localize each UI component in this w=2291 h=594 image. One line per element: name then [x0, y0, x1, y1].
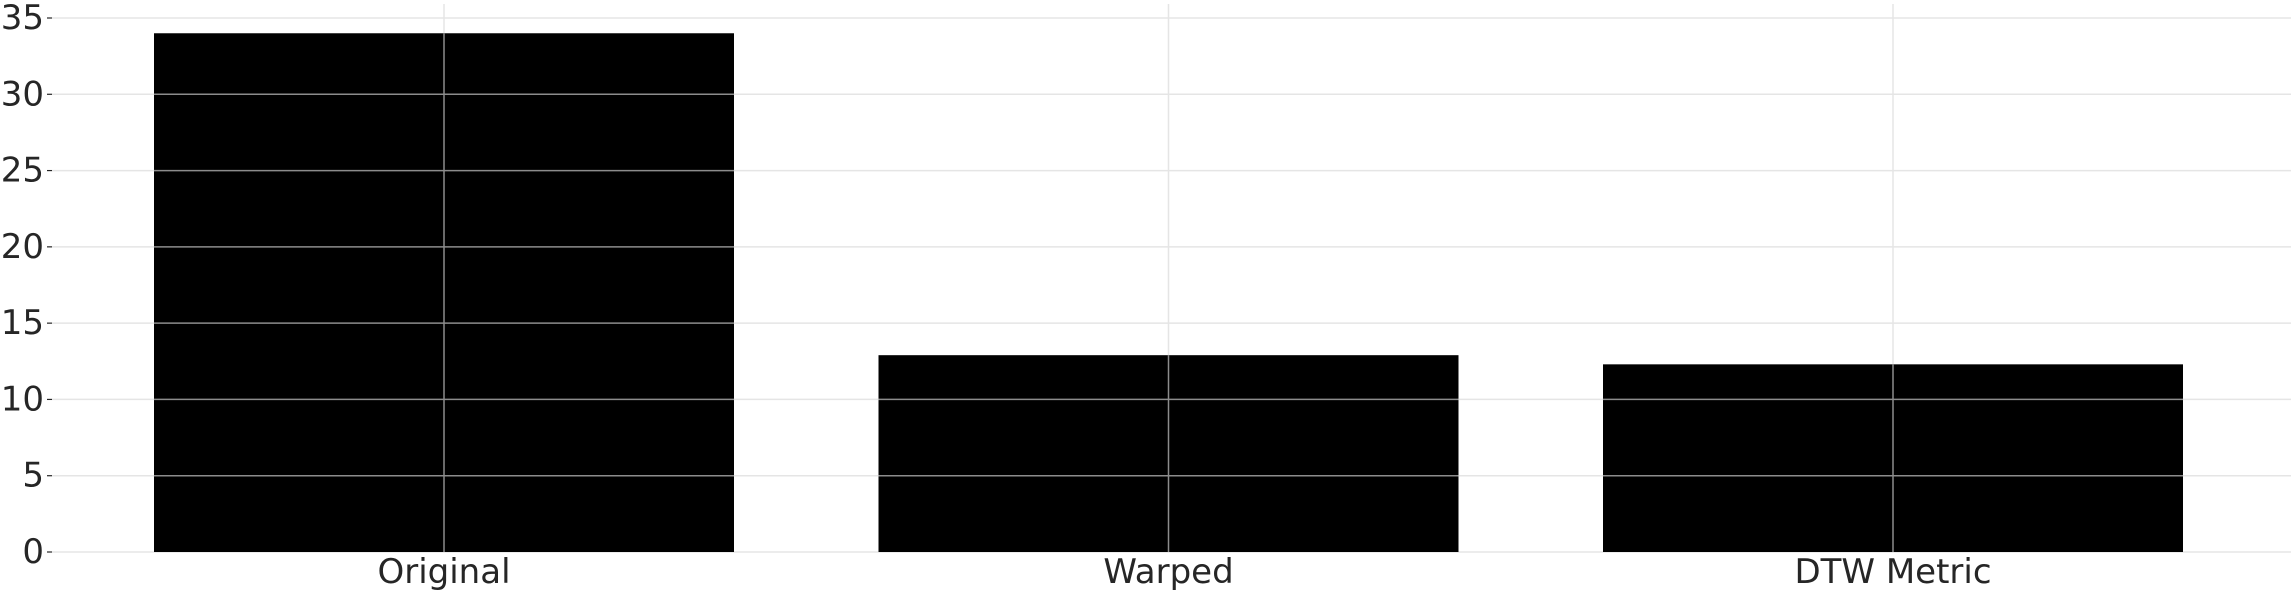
y-axis: 0 5 10 15 20 25 30 35 [1, 0, 52, 572]
x-tick-label: Warped [1103, 552, 1233, 592]
x-tick-label: Original [377, 552, 510, 592]
y-tick-label: 10 [1, 379, 44, 419]
y-tick-label: 30 [1, 74, 44, 114]
y-tick-label: 20 [1, 227, 44, 267]
y-tick-label: 0 [22, 532, 44, 572]
x-tick-label: DTW Metric [1794, 552, 1991, 592]
overlay-grid-layer [154, 33, 2183, 552]
y-tick-label: 15 [1, 303, 44, 343]
x-axis: Original Warped DTW Metric [377, 552, 1991, 592]
y-tick-label: 5 [22, 456, 44, 496]
y-tick-label: 25 [1, 151, 44, 191]
y-tick-label: 35 [1, 0, 44, 38]
